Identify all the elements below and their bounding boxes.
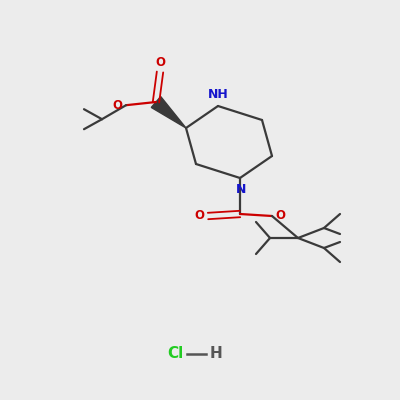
Text: O: O <box>275 210 285 222</box>
Text: O: O <box>155 56 165 69</box>
Text: NH: NH <box>208 88 228 101</box>
Text: O: O <box>195 210 205 222</box>
Text: Cl: Cl <box>168 346 184 362</box>
Text: N: N <box>236 183 246 196</box>
Text: H: H <box>209 346 222 362</box>
Polygon shape <box>151 96 186 128</box>
Text: O: O <box>113 99 123 112</box>
